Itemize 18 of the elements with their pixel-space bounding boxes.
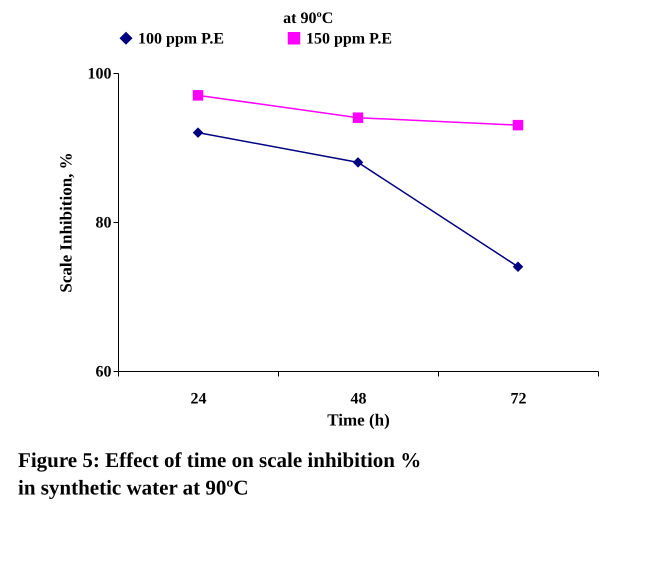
point	[352, 157, 364, 168]
point	[192, 127, 204, 138]
point	[192, 90, 204, 101]
x-tick-label: 24	[190, 390, 206, 408]
y-tick-label: 80	[96, 214, 112, 232]
legend-label: 150 ppm P.E	[306, 30, 392, 48]
point	[512, 261, 524, 272]
y-tick-label: 100	[88, 66, 112, 82]
point	[512, 120, 524, 130]
x-tick-label: 72	[510, 390, 526, 408]
y-axis-title: Scale Inhibition, %	[56, 152, 76, 293]
x-axis-title: Time (h)	[327, 410, 390, 430]
x-tick-label: 48	[350, 390, 366, 408]
chart-title: at 90ºC	[283, 10, 334, 27]
legend-label: 100 ppm P.E	[138, 30, 224, 48]
caption: Figure 5: Effect of time on scale inhibition % in synthetic water at 90ºC	[18, 448, 422, 500]
point	[352, 112, 364, 123]
y-tick-label: 60	[96, 364, 112, 380]
